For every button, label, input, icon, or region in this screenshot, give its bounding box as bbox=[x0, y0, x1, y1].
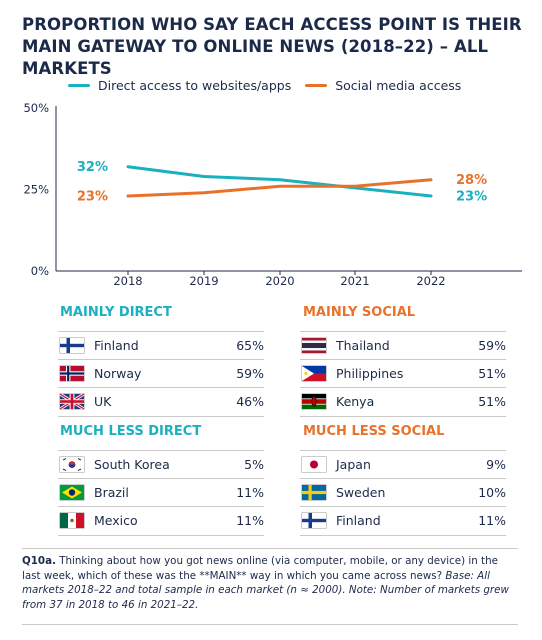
country-name: Thailand bbox=[336, 337, 390, 353]
finland-flag-icon bbox=[302, 513, 326, 529]
uk-flag-icon bbox=[60, 394, 84, 410]
thailand-flag-icon bbox=[302, 337, 326, 353]
country-name: Japan bbox=[336, 456, 371, 472]
series-line-social bbox=[126, 178, 433, 198]
table-much-less-social: Japan 9% Sweden 10% Finland 11% bbox=[300, 450, 506, 536]
x-tick-label: 2021 bbox=[340, 274, 369, 288]
norway-flag-icon bbox=[60, 365, 84, 381]
legend-label-direct: Direct access to websites/apps bbox=[98, 78, 292, 93]
page-title: PROPORTION WHO SAY EACH ACCESS POINT IS … bbox=[22, 15, 522, 78]
kenya-flag-icon bbox=[302, 394, 326, 410]
table-row: Philippines 51% bbox=[300, 360, 506, 388]
data-label-end: 28% bbox=[456, 173, 487, 188]
country-name: Finland bbox=[94, 337, 139, 353]
legend-item-direct: Direct access to websites/apps bbox=[68, 78, 291, 93]
table-row: Mexico 11% bbox=[58, 507, 264, 536]
japan-flag-icon bbox=[302, 456, 326, 472]
table-row: Thailand 59% bbox=[300, 331, 506, 360]
series-line-direct bbox=[126, 165, 433, 198]
legend-swatch-direct bbox=[68, 84, 90, 87]
country-name: UK bbox=[94, 394, 112, 410]
x-tick-label: 2019 bbox=[189, 274, 218, 288]
footnote-question-id: Q10a. bbox=[22, 555, 56, 567]
country-name: Philippines bbox=[336, 365, 404, 381]
table-row: Sweden 10% bbox=[300, 479, 506, 507]
table-much-less-direct: South Korea 5% Brazil 11% Mexico 11% bbox=[58, 450, 264, 536]
country-value: 5% bbox=[244, 456, 264, 472]
y-tick-label: 25% bbox=[23, 183, 49, 197]
y-tick-label: 50% bbox=[23, 101, 49, 115]
philippines-flag-icon bbox=[302, 365, 326, 381]
heading-much-less-direct: MUCH LESS DIRECT bbox=[60, 424, 202, 439]
legend-item-social: Social media access bbox=[305, 78, 461, 93]
table-row: UK 46% bbox=[58, 388, 264, 417]
footnote-question: Thinking about how you got news online (… bbox=[22, 555, 498, 582]
country-value: 9% bbox=[486, 456, 506, 472]
country-value: 51% bbox=[478, 394, 506, 410]
country-name: Finland bbox=[336, 513, 381, 529]
heading-much-less-social: MUCH LESS SOCIAL bbox=[303, 424, 445, 439]
legend-label-social: Social media access bbox=[335, 78, 462, 93]
y-tick-label: 0% bbox=[31, 264, 49, 278]
country-value: 11% bbox=[236, 513, 264, 529]
table-row: Brazil 11% bbox=[58, 479, 264, 507]
sweden-flag-icon bbox=[302, 484, 326, 500]
country-value: 46% bbox=[236, 394, 264, 410]
country-value: 10% bbox=[478, 484, 506, 500]
x-tick-label: 2022 bbox=[416, 274, 445, 288]
brazil-flag-icon bbox=[60, 484, 84, 500]
table-row: Norway 59% bbox=[58, 360, 264, 388]
country-value: 65% bbox=[236, 337, 264, 353]
data-label-start: 32% bbox=[77, 160, 108, 175]
table-mainly-social: Thailand 59% Philippines 51% Kenya 51% bbox=[300, 331, 506, 417]
country-name: Norway bbox=[94, 365, 142, 381]
data-label-end: 23% bbox=[456, 190, 487, 205]
x-tick-label: 2018 bbox=[113, 274, 142, 288]
country-value: 59% bbox=[478, 337, 506, 353]
data-label-start: 23% bbox=[77, 190, 108, 205]
table-row: South Korea 5% bbox=[58, 450, 264, 479]
heading-mainly-social: MAINLY SOCIAL bbox=[303, 305, 416, 320]
table-mainly-direct: Finland 65% Norway 59% UK 46% bbox=[58, 331, 264, 417]
footnote-top-rule bbox=[22, 548, 518, 549]
country-value: 11% bbox=[236, 484, 264, 500]
table-row: Finland 11% bbox=[300, 507, 506, 536]
table-row: Kenya 51% bbox=[300, 388, 506, 417]
country-name: Mexico bbox=[94, 513, 138, 529]
country-value: 51% bbox=[478, 365, 506, 381]
footnote-base: Base: All markets 2018–22 and total samp… bbox=[22, 569, 509, 611]
country-name: Sweden bbox=[336, 484, 386, 500]
table-row: Finland 65% bbox=[58, 331, 264, 360]
country-value: 59% bbox=[236, 365, 264, 381]
country-name: Brazil bbox=[94, 484, 129, 500]
x-tick-label: 2020 bbox=[265, 274, 294, 288]
country-name: South Korea bbox=[94, 456, 170, 472]
line-chart: 0% 25% 50% 2018 2019 2020 2021 2022 32% 23% 23% 28% bbox=[23, 101, 522, 288]
legend-swatch-social bbox=[305, 84, 328, 87]
chart-legend: Direct access to websites/apps Social me… bbox=[68, 78, 475, 93]
country-value: 11% bbox=[478, 513, 506, 529]
footnote-bottom-rule bbox=[22, 624, 518, 625]
finland-flag-icon bbox=[60, 337, 84, 353]
south-korea-flag-icon bbox=[60, 456, 84, 472]
heading-mainly-direct: MAINLY DIRECT bbox=[60, 305, 172, 320]
table-row: Japan 9% bbox=[300, 450, 506, 479]
mexico-flag-icon bbox=[60, 513, 84, 529]
country-name: Kenya bbox=[336, 394, 375, 410]
footnote: Q10a. Thinking about how you got news on… bbox=[22, 554, 518, 612]
